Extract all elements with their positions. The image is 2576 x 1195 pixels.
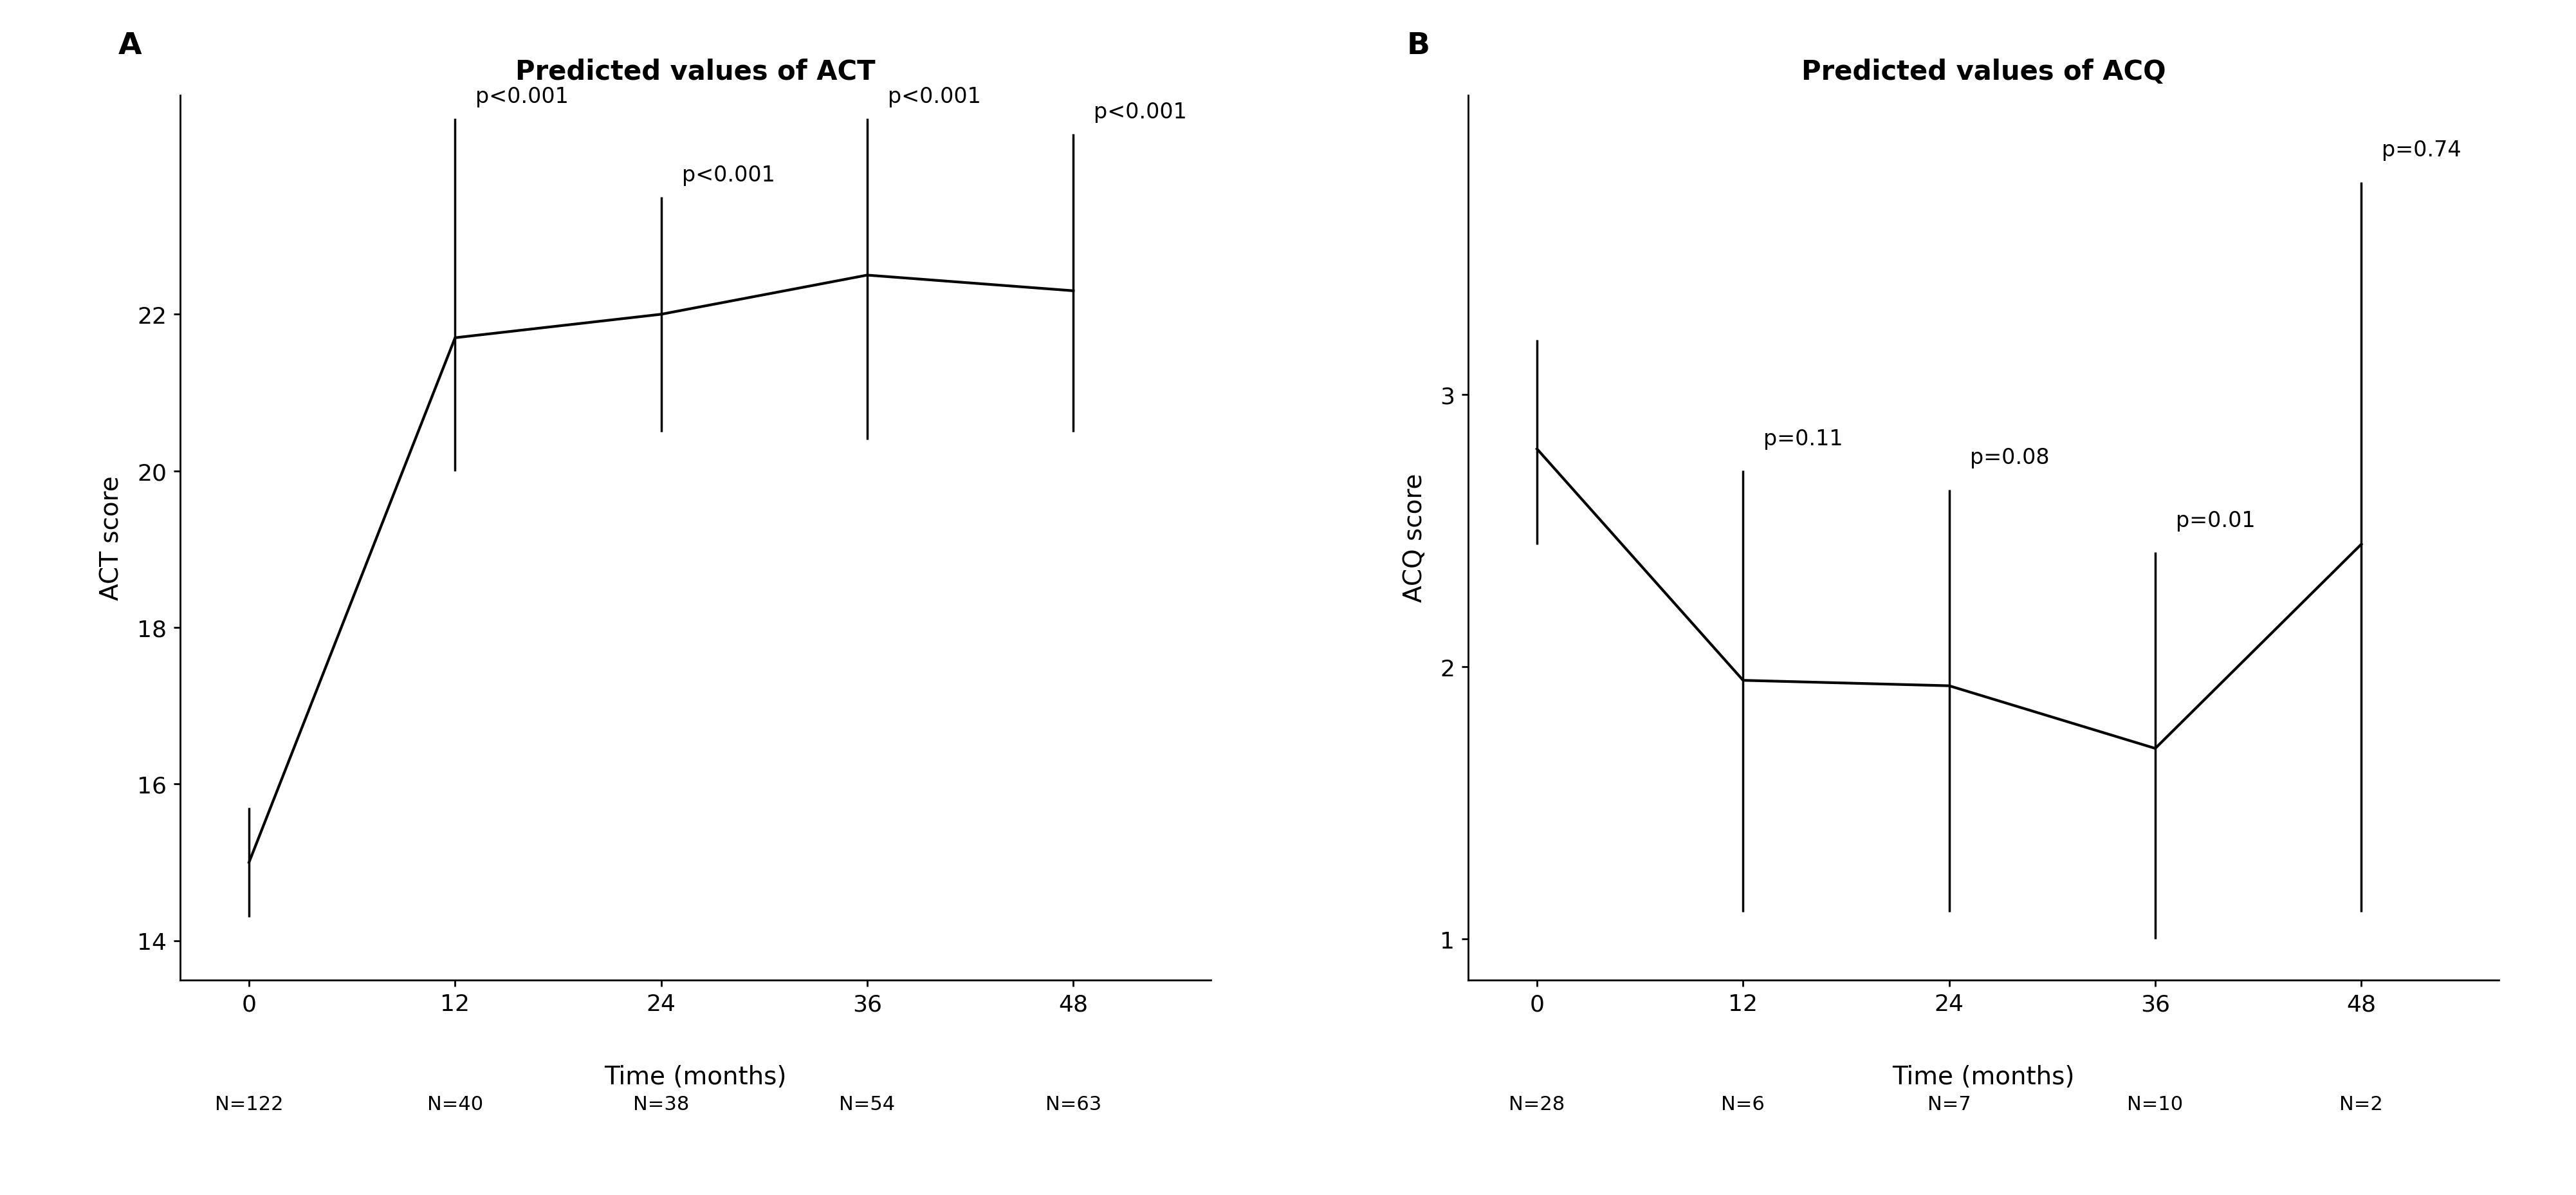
Title: Predicted values of ACT: Predicted values of ACT bbox=[515, 59, 876, 85]
Title: Predicted values of ACQ: Predicted values of ACQ bbox=[1801, 59, 2166, 85]
Text: N=38: N=38 bbox=[634, 1095, 690, 1114]
Text: N=40: N=40 bbox=[428, 1095, 484, 1114]
Text: p=0.08: p=0.08 bbox=[1971, 447, 2050, 468]
Text: N=63: N=63 bbox=[1046, 1095, 1103, 1114]
Text: N=54: N=54 bbox=[840, 1095, 896, 1114]
Y-axis label: ACT score: ACT score bbox=[100, 476, 124, 600]
Text: N=6: N=6 bbox=[1721, 1095, 1765, 1114]
Text: N=122: N=122 bbox=[214, 1095, 283, 1114]
Text: p=0.74: p=0.74 bbox=[2383, 140, 2463, 161]
Text: p<0.001: p<0.001 bbox=[889, 86, 981, 108]
Text: B: B bbox=[1406, 31, 1430, 60]
Text: p<0.001: p<0.001 bbox=[683, 165, 775, 185]
Text: p=0.11: p=0.11 bbox=[1765, 428, 1844, 449]
Text: N=7: N=7 bbox=[1927, 1095, 1971, 1114]
Text: N=28: N=28 bbox=[1510, 1095, 1566, 1114]
Text: p<0.001: p<0.001 bbox=[477, 86, 569, 108]
Text: p=0.01: p=0.01 bbox=[2177, 510, 2257, 531]
Text: N=2: N=2 bbox=[2339, 1095, 2383, 1114]
Text: p<0.001: p<0.001 bbox=[1095, 102, 1188, 123]
X-axis label: Time (months): Time (months) bbox=[605, 1065, 786, 1089]
Text: A: A bbox=[118, 31, 142, 60]
X-axis label: Time (months): Time (months) bbox=[1893, 1065, 2074, 1089]
Text: N=10: N=10 bbox=[2128, 1095, 2184, 1114]
Y-axis label: ACQ score: ACQ score bbox=[1401, 473, 1427, 602]
